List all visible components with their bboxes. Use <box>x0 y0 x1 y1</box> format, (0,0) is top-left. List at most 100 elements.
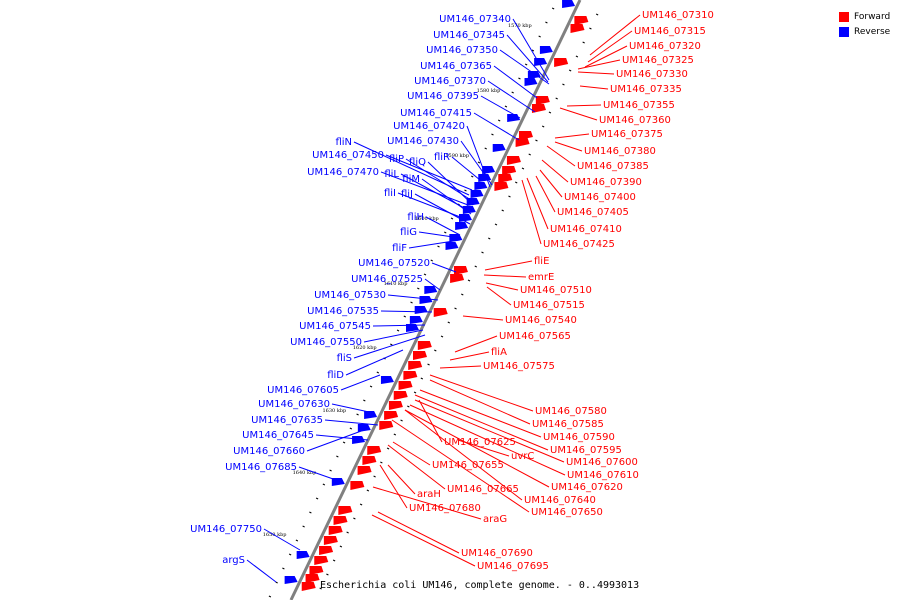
reverse-gene-leader <box>493 65 538 99</box>
reverse-gene-leader <box>246 559 277 583</box>
forward-gene-label: araG <box>483 514 507 525</box>
forward-gene-leader <box>372 486 482 520</box>
genome-caption: Escherichia coli UM146, complete genome.… <box>320 580 639 591</box>
forward-gene-block <box>433 308 448 317</box>
reverse-gene-label: UM146_07645 <box>242 430 314 441</box>
forward-gene-block <box>388 401 403 410</box>
forward-gene-label: UM146_07360 <box>599 115 671 126</box>
backbone-tick-mark <box>582 41 585 44</box>
forward-gene-block <box>574 16 589 25</box>
forward-gene-block <box>379 421 394 430</box>
backbone-tick-mark <box>440 335 444 338</box>
backbone-tick-mark <box>481 251 484 254</box>
backbone-tick-mark <box>461 293 464 296</box>
forward-gene-block <box>403 371 418 380</box>
forward-gene-leader <box>541 159 569 183</box>
scale-label: 1630 kbp <box>323 408 347 414</box>
reverse-gene-label: UM146_07525 <box>351 274 423 285</box>
reverse-gene-leader <box>340 374 381 391</box>
reverse-gene-block <box>409 316 423 324</box>
forward-gene-leader <box>429 379 531 425</box>
reverse-gene-label: UM146_07535 <box>307 306 379 317</box>
forward-gene-label: UM146_07640 <box>524 495 596 506</box>
forward-gene-block <box>393 391 408 400</box>
reverse-gene-leader <box>408 239 461 249</box>
backbone-tick-mark <box>282 567 285 570</box>
backbone-tick-mark <box>538 35 541 38</box>
backbone-tick-mark <box>535 139 538 142</box>
forward-gene-block <box>305 574 320 583</box>
reverse-gene-label: UM146_07630 <box>258 399 330 410</box>
backbone-tick-mark <box>315 497 319 500</box>
reverse-gene-label: UM146_07685 <box>225 462 297 473</box>
forward-gene-leader <box>546 145 576 167</box>
reverse-gene-label: fliJ <box>401 189 413 200</box>
forward-gene-leader <box>449 351 490 361</box>
reverse-gene-leader <box>372 324 426 327</box>
backbone-tick-mark <box>349 427 353 430</box>
reverse-gene-label: UM146_07660 <box>233 446 305 457</box>
forward-gene-label: UM146_07585 <box>532 419 604 430</box>
backbone-tick-mark <box>491 133 494 136</box>
forward-gene-leader <box>409 404 566 476</box>
reverse-gene-block <box>524 78 538 86</box>
scale-label: 1600 kbp <box>415 216 439 222</box>
forward-gene-label: UM146_07575 <box>483 361 555 372</box>
forward-gene-label: UM146_07355 <box>603 100 675 111</box>
forward-gene-label: UM146_07580 <box>535 406 607 417</box>
forward-gene-leader <box>387 444 446 490</box>
reverse-gene-leader <box>387 294 439 301</box>
forward-gene-block <box>350 481 365 490</box>
reverse-gene-block <box>364 411 378 419</box>
forward-gene-label: UM146_07650 <box>531 507 603 518</box>
forward-gene-block <box>319 546 334 555</box>
reverse-gene-leader <box>397 192 469 221</box>
reverse-gene-label: fliM <box>402 174 420 185</box>
backbone-tick-mark <box>356 413 359 416</box>
forward-gene-leader <box>486 286 512 306</box>
reverse-gene-label: fliI <box>384 188 396 199</box>
forward-gene-block <box>338 506 353 515</box>
backbone-tick-mark <box>562 83 565 86</box>
forward-gene-block <box>494 182 509 191</box>
reverse-gene-label: UM146_07470 <box>307 167 379 178</box>
backbone-tick-mark <box>477 161 481 164</box>
backbone-tick-mark <box>417 287 420 290</box>
backbone-tick-mark <box>386 447 390 450</box>
forward-gene-block <box>535 96 550 105</box>
reverse-gene-block <box>539 46 553 54</box>
forward-gene-leader <box>535 175 556 213</box>
backbone-tick-mark <box>342 441 346 444</box>
forward-gene-block <box>362 456 377 465</box>
reverse-gene-label: UM146_07635 <box>251 415 323 426</box>
forward-gene-label: UM146_07515 <box>513 300 585 311</box>
scale-label: 1570 kbp <box>508 23 532 29</box>
backbone-tick-mark <box>488 237 491 240</box>
forward-gene-block <box>384 411 399 420</box>
forward-gene-block <box>554 58 569 67</box>
forward-gene-label: UM146_07540 <box>505 315 577 326</box>
reverse-gene-label: UM146_07365 <box>420 61 492 72</box>
forward-gene-leader <box>559 107 598 121</box>
backbone-tick-mark <box>521 167 525 170</box>
backbone-tick-mark <box>545 21 548 24</box>
forward-gene-leader <box>414 399 565 463</box>
legend-reverse-label: Reverse <box>854 26 891 37</box>
reverse-gene-leader <box>421 178 472 215</box>
reverse-gene-label: UM146_07545 <box>299 321 371 332</box>
reverse-gene-leader <box>380 171 469 206</box>
reverse-gene-leader <box>306 429 365 452</box>
reverse-gene-block <box>380 376 394 384</box>
reverse-gene-label: fliL <box>384 169 399 180</box>
reverse-gene-label: UM146_07430 <box>387 136 459 147</box>
reverse-gene-block <box>352 436 366 444</box>
forward-gene-leader <box>521 179 542 245</box>
reverse-gene-label: fliH <box>407 212 424 223</box>
forward-gene-block <box>357 466 372 475</box>
forward-gene-label: UM146_07375 <box>591 129 663 140</box>
backbone-tick-mark <box>575 55 579 58</box>
reverse-gene-block <box>424 286 438 294</box>
backbone-tick-mark <box>376 371 380 374</box>
forward-gene-label: UM146_07600 <box>566 457 638 468</box>
backbone-tick-mark <box>548 111 552 114</box>
